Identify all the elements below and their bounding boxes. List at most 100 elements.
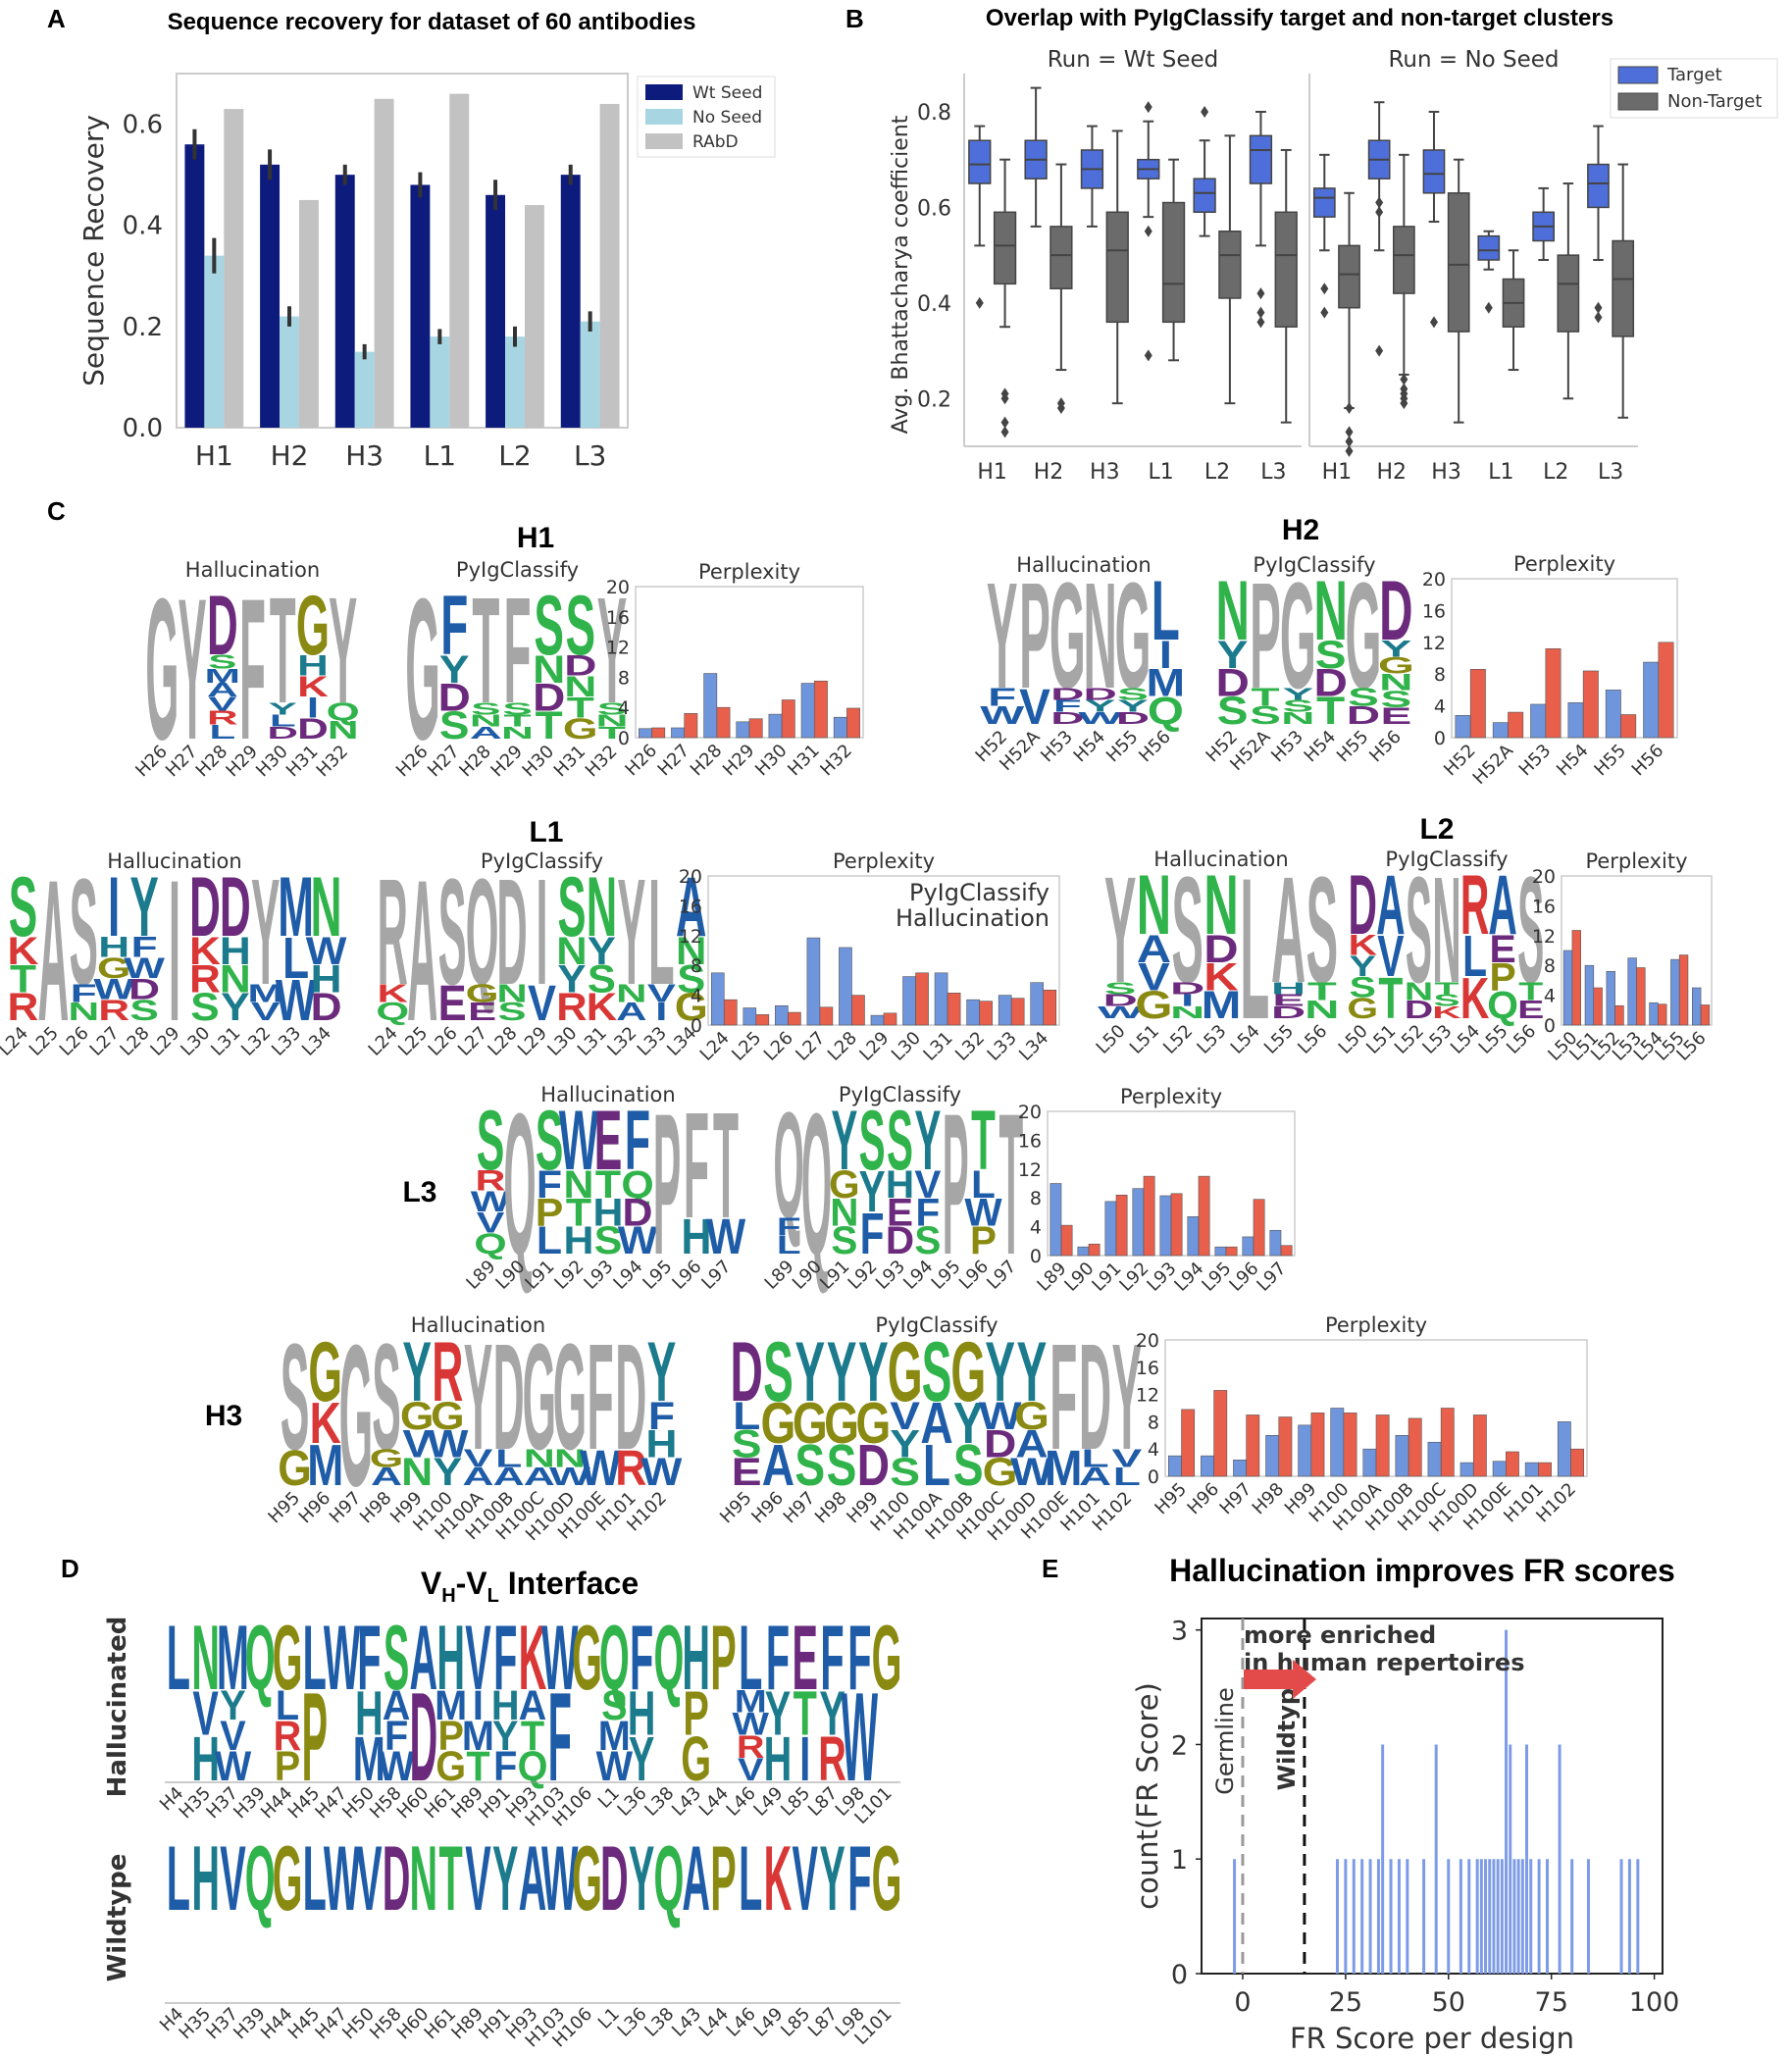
logo-l1-pyigclassify-letter: Y — [588, 929, 616, 973]
perplexity-title: Perplexity — [1120, 1085, 1222, 1108]
logo-h3-pyigclassify-letter: L — [923, 1433, 950, 1498]
logo-l2-hallucination-position-label: L56 — [1294, 1021, 1331, 1058]
perplexity-bar-pyigclassify — [1198, 1175, 1210, 1257]
logo-l1-pyigclassify-letter: E — [468, 998, 496, 1026]
logo-l2-pyigclassify-letter: R — [1460, 858, 1489, 952]
logo-h2-pyigclassify-position-label: H53 — [1267, 727, 1307, 767]
chart-b-box-non-target — [1050, 226, 1073, 289]
perplexity-bar-hallucination — [1030, 982, 1045, 1026]
logo-h1-hallucination-position-label: H31 — [282, 742, 323, 782]
logo-d-wildtype-letter: Q — [653, 1828, 684, 1930]
logo-h2-hallucination-letter: N — [1083, 552, 1116, 721]
logo-l2-hallucination-letter: N — [1137, 856, 1171, 951]
logo-l1-hallucination-letter: A — [37, 837, 69, 1063]
logo-h2-pyigclassify-letter: T — [1316, 690, 1345, 733]
logo-l3-pyigclassify-letter: Q — [773, 1080, 803, 1249]
logo-d-hallucinated-letter: H — [491, 1682, 520, 1729]
logo-h3-pyigclassify-letter: W — [1010, 1451, 1053, 1494]
chart-a-bar-no-seed — [580, 321, 600, 428]
logo-l2-pyigclassify-letter: L — [1462, 923, 1487, 989]
logo-h3-pyigclassify-letter: S — [890, 1451, 920, 1494]
logo-h1-hallucination-letter: Y — [269, 699, 297, 718]
chart-a-legend-swatch — [645, 109, 683, 125]
logo-l2-pyigclassify-letter: Q — [1487, 983, 1518, 1026]
panel-label-c: C — [47, 496, 66, 526]
logo-d-hallucinated-letter: F — [548, 1668, 572, 1808]
perplexity-title: Perplexity — [833, 849, 935, 873]
logo-h3-pyigclassify-letter: G — [888, 1324, 923, 1419]
row-label-hallucinated: Hallucinated — [103, 1617, 132, 1798]
chart-b-xtick: L1 — [1488, 460, 1513, 485]
logo-h3-hallucination-letter: N — [524, 1444, 555, 1472]
perplexity-xtick: H53 — [1515, 741, 1556, 781]
chart-b-outlier — [1144, 225, 1152, 237]
logo-l2-hallucination-letter: D — [1170, 979, 1204, 998]
perplexity-bar-hallucination — [1077, 1246, 1090, 1257]
logo-h3-pyigclassify-letter: V — [1111, 1444, 1142, 1472]
perplexity-frame — [1451, 578, 1678, 739]
logo-d-hallucinated-letter: H — [682, 1608, 710, 1710]
chart-e-xtick: 100 — [1629, 1987, 1680, 2018]
chart-e-ytick: 1 — [1171, 1845, 1188, 1876]
perplexity-bar-hallucination — [1362, 1448, 1377, 1477]
chart-a-ytick: 0.6 — [123, 111, 163, 140]
logo-l2-pyigclassify-letter: T — [1518, 978, 1543, 1006]
logo-l1-hallucination-letter: M — [247, 979, 283, 1007]
logo-l1-hallucination-letter: D — [189, 859, 221, 954]
perplexity-xtick: H55 — [1590, 741, 1630, 781]
perplexity-bar-hallucination — [736, 721, 750, 739]
logo-l3-hallucination-letter: V — [477, 1207, 505, 1239]
chart-b-outlier — [1320, 283, 1329, 295]
logo-h3-hallucination-letter: S — [281, 1312, 310, 1482]
logo-h1-pyigclassify-letter: Y — [439, 648, 470, 692]
logo-d-hallucinated-letter: M — [217, 1608, 249, 1710]
logo-h3-pyigclassify-letter: G — [824, 1392, 859, 1457]
perplexity-ytick: 0 — [1148, 1466, 1159, 1488]
perplexity-ytick: 12 — [606, 638, 630, 659]
logo-l1-pyigclassify-label: PyIgClassify — [481, 849, 603, 873]
logo-l1-hallucination-letter: N — [311, 859, 342, 954]
logo-d-wildtype-letter: K — [764, 1828, 793, 1930]
logo-l1-hallucination-letter: R — [8, 985, 39, 1028]
logo-h3-hallucination-letter: N — [401, 1450, 433, 1493]
logo-d-hallucinated-letter: H — [191, 1724, 220, 1794]
logo-h2-pyigclassify-letter: S — [1282, 696, 1313, 715]
logo-d-hallucinated-letter: W — [732, 1706, 769, 1742]
chart-a-xtick: H3 — [345, 439, 384, 472]
logo-h3-hallucination-letter: G — [553, 1312, 588, 1482]
chart-e-title: Hallucination improves FR scores — [1169, 1553, 1675, 1588]
perplexity-bar-pyigclassify — [1181, 1409, 1196, 1477]
logo-h3-hallucination-letter: W — [427, 1422, 468, 1465]
panel-d-title: VH-VL Interface — [421, 1566, 639, 1607]
logo-l2-hallucination-letter: A — [1137, 928, 1171, 971]
logo-l3-hallucination-letter: W — [706, 1208, 746, 1265]
logo-l1-hallucination-letter: H — [220, 929, 251, 972]
perplexity-title: Perplexity — [1325, 1313, 1427, 1337]
perplexity-title: Perplexity — [1585, 849, 1687, 873]
perplexity-bar-hallucination — [833, 716, 847, 739]
logo-h3-hallucination-letter: G — [522, 1312, 556, 1482]
logo-h3-pyigclassify-letter: Y — [985, 1324, 1015, 1419]
logo-d-hallucinated-letter: I — [799, 1724, 810, 1794]
logo-h3-pyigclassify-letter: D — [984, 1422, 1016, 1465]
logo-h1-pyigclassify-letter: S — [471, 700, 501, 719]
logo-h1-pyigclassify-letter: D — [533, 676, 565, 719]
logo-l2-hallucination-letter: N — [1170, 1003, 1204, 1022]
logo-h2-pyigclassify-letter: N — [1313, 563, 1347, 658]
logo-d-hallucinated-letter: H — [628, 1679, 656, 1749]
perplexity-xtick: H30 — [751, 741, 792, 781]
chart-a-ylabel: Sequence Recovery — [77, 115, 110, 386]
perplexity-bar-hallucination — [1459, 1462, 1474, 1477]
perplexity-bar-hallucination — [1492, 1461, 1507, 1477]
logo-d-hallucinated-letter: M — [462, 1713, 494, 1760]
logo-h2-hallucination-letter: F — [1053, 696, 1082, 715]
perplexity-bar-pyigclassify — [1343, 1413, 1357, 1477]
logo-h2-pyigclassify-letter: E — [1380, 702, 1411, 729]
perplexity-ytick: 8 — [618, 667, 630, 689]
logo-h2-hallucination-label: Hallucination — [1016, 553, 1151, 577]
chart-b-outlier — [1400, 397, 1408, 410]
logo-h1-hallucination-letter: Y — [329, 566, 357, 736]
logo-l3-pyigclassify-letter: H — [886, 1163, 914, 1207]
logo-d-hallucinated-letter: W — [215, 1743, 251, 1790]
logo-h3-hallucination-letter: Y — [647, 1324, 677, 1419]
